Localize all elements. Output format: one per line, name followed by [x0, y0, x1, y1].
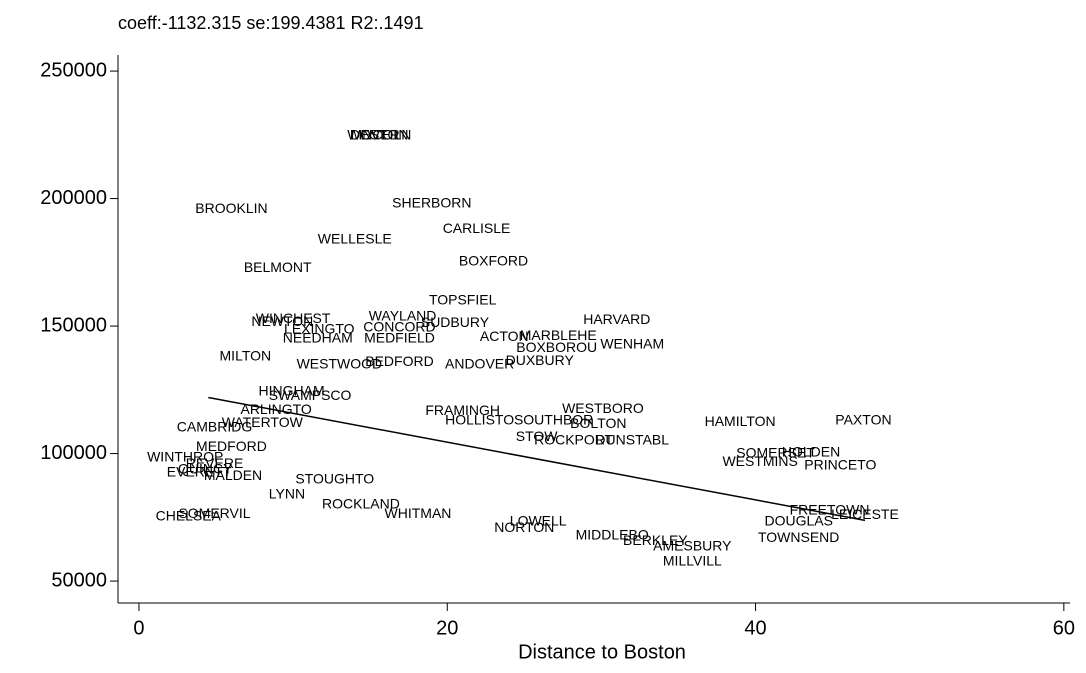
- y-tick-label: 100000: [40, 442, 107, 464]
- point-label: WATERTOW: [222, 414, 304, 430]
- point-label: BERKLEY: [623, 532, 688, 548]
- point-label: HARVARD: [583, 311, 650, 327]
- point-label: HOLLISTO: [445, 411, 514, 427]
- point-label: ROCKLAND: [322, 495, 400, 511]
- point-label: MIDDLEBO: [576, 526, 649, 542]
- point-label: HINGHAM: [259, 382, 325, 398]
- point-label: CHELSEA: [156, 507, 222, 523]
- point-label: ACTON: [480, 328, 529, 344]
- point-label: BOXFORD: [459, 252, 528, 268]
- point-label: CARLISLE: [443, 220, 511, 236]
- y-tick-label: 150000: [40, 314, 107, 336]
- point-label: ANDOVER: [445, 355, 514, 371]
- point-label: REVERE: [186, 455, 244, 471]
- point-label: WESTBORO: [562, 400, 644, 416]
- point-label: BELMONT: [244, 259, 312, 275]
- y-tick-label: 250000: [40, 59, 107, 81]
- point-label: STOUGHTO: [295, 470, 374, 486]
- point-label: WHITMAN: [385, 505, 452, 521]
- point-label: BOLTON: [570, 415, 626, 431]
- point-label: MEDFORD: [196, 438, 267, 454]
- point-label: LEICESTE: [831, 506, 899, 522]
- point-label: TOWNSEND: [758, 529, 839, 545]
- point-label: TOPSFIEL: [429, 291, 497, 307]
- x-axis-label: Distance to Boston: [518, 641, 686, 663]
- point-label: LOWELL: [510, 512, 567, 528]
- x-tick-label: 0: [133, 617, 144, 639]
- point-label: WENHAM: [600, 335, 664, 351]
- point-label: SOMERVIL: [178, 505, 250, 521]
- point-label: MALDEN: [204, 467, 262, 483]
- point-label: FRAMINGH: [425, 402, 500, 418]
- point-label: AMESBURY: [653, 537, 732, 553]
- fit-line: [208, 396, 866, 522]
- point-label: QUINCY: [178, 460, 233, 476]
- point-label: LYNN: [269, 485, 305, 501]
- point-label: CAMBRIDG: [177, 418, 252, 434]
- x-tick-label: 60: [1053, 617, 1075, 639]
- point-label: SWAMPSCO: [269, 387, 352, 403]
- point-label: DUXBURY: [506, 352, 575, 368]
- point-label: NORTON: [494, 519, 554, 535]
- point-label: STOW: [516, 428, 559, 444]
- chart-title: coeff:-1132.315 se:199.4381 R2:.1491: [118, 13, 424, 33]
- point-label: NEWTON: [251, 313, 313, 329]
- point-label: WINTHROP: [147, 448, 223, 464]
- point-label: SHERBORN: [392, 194, 471, 210]
- x-tick-label: 20: [436, 617, 458, 639]
- point-label: WESTWOOD: [297, 355, 383, 371]
- point-label: SOUTHBOR: [514, 411, 593, 427]
- point-label: HAMILTON: [705, 413, 776, 429]
- point-label: MILLVILL: [663, 552, 722, 568]
- point-label: WESTMINS: [722, 453, 797, 469]
- point-label: BROOKLIN: [195, 200, 267, 216]
- point-label: WESTON: [347, 126, 408, 142]
- y-tick-label: 200000: [40, 187, 107, 209]
- point-label: MILTON: [220, 347, 272, 363]
- point-label: PAXTON: [835, 411, 891, 427]
- point-label: DOVER: [350, 126, 400, 142]
- point-label: WELLESLE: [318, 230, 392, 246]
- point-label: ROCKPORT: [534, 431, 614, 447]
- point-label: LINCOLN: [351, 126, 412, 142]
- point-label: BEDFORD: [365, 353, 433, 369]
- point-label: MARBLEHE: [520, 327, 597, 343]
- point-label: HOLDEN: [782, 443, 840, 459]
- point-label: DOUGLAS: [764, 512, 832, 528]
- point-label: FREETOWN: [790, 501, 870, 517]
- point-label: WINCHEST: [256, 310, 331, 326]
- point-label: CONCORD: [363, 318, 435, 334]
- point-label: PRINCETO: [804, 456, 876, 472]
- point-label: EVERETT: [167, 463, 232, 479]
- point-label: DUNSTABL: [595, 431, 669, 447]
- y-tick-label: 50000: [51, 569, 107, 591]
- point-label: BOXBOROU: [516, 339, 597, 355]
- x-tick-label: 40: [744, 617, 766, 639]
- point-label: NEEDHAM: [283, 329, 353, 345]
- point-label: WAYLAND: [369, 307, 437, 323]
- point-label: LEXINGTO: [284, 320, 355, 336]
- point-label: MEDFIELD: [364, 329, 435, 345]
- point-label: SOMERSET: [736, 444, 815, 460]
- point-label: SUDBURY: [421, 314, 490, 330]
